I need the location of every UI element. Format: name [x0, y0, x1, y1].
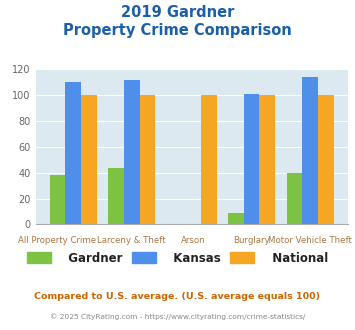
- Text: Property Crime Comparison: Property Crime Comparison: [63, 23, 292, 38]
- Bar: [81, 95, 97, 224]
- Bar: [318, 95, 334, 224]
- Bar: [228, 213, 244, 224]
- Bar: [201, 95, 217, 224]
- Text: © 2025 CityRating.com - https://www.cityrating.com/crime-statistics/: © 2025 CityRating.com - https://www.city…: [50, 313, 305, 319]
- Bar: [108, 168, 124, 224]
- Text: Compared to U.S. average. (U.S. average equals 100): Compared to U.S. average. (U.S. average …: [34, 292, 321, 301]
- Bar: [124, 80, 140, 224]
- Bar: [287, 173, 302, 224]
- Text: All Property Crime: All Property Crime: [18, 236, 97, 245]
- Text: Motor Vehicle Theft: Motor Vehicle Theft: [268, 236, 352, 245]
- Bar: [65, 82, 81, 224]
- Bar: [302, 77, 318, 224]
- Text: Larceny & Theft: Larceny & Theft: [97, 236, 166, 245]
- Bar: [244, 94, 260, 224]
- Legend:   Gardner,   Kansas,   National: Gardner, Kansas, National: [22, 247, 333, 269]
- Bar: [50, 175, 65, 224]
- Bar: [260, 95, 275, 224]
- Bar: [140, 95, 155, 224]
- Text: Burglary: Burglary: [233, 236, 270, 245]
- Text: Arson: Arson: [181, 236, 206, 245]
- Text: 2019 Gardner: 2019 Gardner: [121, 5, 234, 20]
